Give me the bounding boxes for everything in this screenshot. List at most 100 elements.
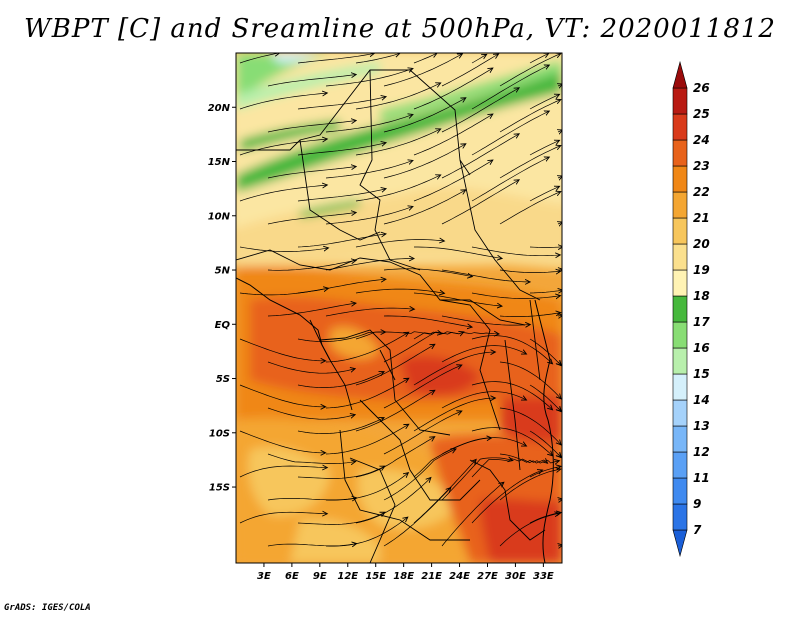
colorbar-label: 17 [693, 315, 710, 329]
colorbar-label: 12 [693, 445, 710, 459]
streamline [529, 467, 560, 478]
colorbar-segment [672, 425, 688, 453]
colorbar-label: 21 [693, 211, 710, 225]
lon-tick-label: 3E [257, 571, 271, 582]
lon-tick-label: 9E [313, 571, 327, 582]
streamline [267, 407, 354, 420]
streamline [383, 365, 461, 409]
streamline [325, 259, 413, 271]
streamline [558, 454, 561, 457]
streamline [239, 93, 326, 110]
streamline [383, 332, 463, 363]
colorbar-label: 22 [693, 185, 710, 199]
streamline [441, 269, 529, 282]
colorbar-label: 16 [693, 341, 710, 355]
streamline [413, 438, 491, 478]
colorbar-segment [672, 503, 688, 531]
streamline [383, 315, 471, 327]
streamline [297, 332, 385, 342]
streamline [441, 458, 512, 501]
streamline [529, 384, 560, 411]
streamline [441, 391, 526, 409]
streamline [355, 345, 434, 386]
streamline [297, 418, 383, 434]
streamline [529, 338, 560, 365]
streamline [355, 129, 440, 156]
colorbar-segment [672, 217, 688, 245]
lat-tick-label: 5N [215, 266, 231, 277]
streamline [413, 292, 501, 306]
streamline [529, 430, 560, 457]
colorbar-segment [672, 347, 688, 375]
colorbar-segment [672, 87, 688, 115]
streamline [383, 98, 465, 133]
streamline [297, 234, 385, 248]
streamline [558, 499, 562, 500]
streamline [529, 141, 559, 156]
streamline [558, 408, 561, 411]
streamline [297, 279, 385, 294]
map-plot-area [236, 53, 562, 563]
colorbar-label: 11 [693, 471, 710, 485]
streamline [239, 384, 325, 407]
country-borders [236, 69, 546, 563]
streamline [325, 518, 407, 547]
colorbar-label: 9 [693, 497, 701, 511]
colorbar-segment [672, 321, 688, 349]
colorbar-segment [672, 373, 688, 401]
streamline [239, 139, 326, 156]
streamline [471, 112, 548, 156]
streamline [413, 115, 492, 156]
streamline [325, 115, 412, 133]
streamline [325, 379, 408, 409]
streamline [471, 381, 552, 410]
streamline [325, 308, 413, 317]
streamline [471, 292, 560, 299]
lon-tick-label: 30E [505, 571, 526, 582]
streamline [558, 222, 562, 224]
streamline [499, 453, 558, 463]
streamline [355, 83, 440, 110]
colorbar-segment [672, 60, 688, 89]
colorbar-label: 26 [693, 81, 710, 95]
streamline [355, 240, 443, 248]
lat-tick-label: EQ [215, 320, 231, 331]
streamline [267, 121, 355, 133]
streamline [383, 488, 450, 547]
streamline [297, 97, 385, 110]
streamline [558, 84, 562, 86]
streamline [355, 332, 441, 340]
streamline [441, 180, 518, 225]
streamline [558, 130, 562, 132]
lat-tick-label: 15N [208, 157, 231, 168]
colorbar: 7 9 11 12 13 14 15 16 17 18 19 20 21 22 23 24 25 26 [672, 60, 710, 558]
colorbar-segment [672, 113, 688, 141]
streamline [499, 192, 560, 225]
lat-tick-label: 20N [208, 103, 231, 114]
streamline [499, 313, 560, 317]
streamline [383, 144, 465, 179]
grads-credit: GrADS: IGES/COLA [4, 603, 91, 613]
map-frame [235, 52, 563, 564]
streamline [355, 54, 399, 64]
colorbar-segment [672, 243, 688, 271]
streamline [558, 176, 562, 178]
streamline [383, 54, 462, 87]
lat-tick-label: 5S [216, 374, 230, 385]
streamline [239, 53, 279, 64]
streamline [355, 478, 430, 524]
streamline [441, 88, 518, 133]
colorbar-label: 14 [693, 393, 710, 407]
streamline [383, 268, 471, 277]
colorbar-segment [672, 269, 688, 297]
streamline [441, 55, 498, 87]
streamline [471, 335, 552, 364]
colorbar-label: 23 [693, 159, 710, 173]
streamline [441, 345, 526, 363]
colorbar-label: 18 [693, 289, 710, 303]
streamline [267, 75, 355, 87]
streamline [499, 100, 560, 133]
lat-tick-label: 10N [208, 211, 231, 222]
streamline [297, 513, 384, 525]
